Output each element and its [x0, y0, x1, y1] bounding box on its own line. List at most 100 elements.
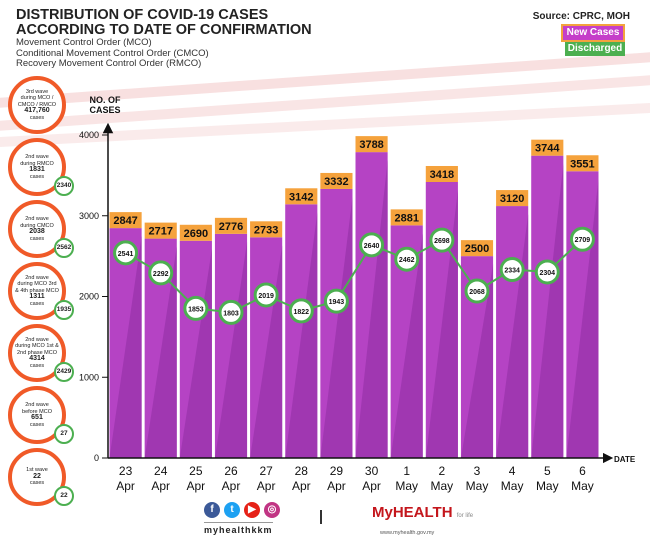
x-tick-label: Apr — [222, 479, 241, 493]
facebook-icon[interactable]: f — [204, 502, 220, 518]
wave-count: 2038 — [29, 228, 45, 235]
bar-value-label: 2690 — [184, 228, 208, 240]
source-label: Source: CPRC, MOH — [532, 11, 630, 22]
bar-value-label: 2847 — [113, 215, 137, 227]
x-tick-label: Apr — [187, 479, 206, 493]
wave-discharged-badge: 1935 — [54, 300, 74, 320]
wave-count: 22 — [33, 472, 41, 480]
x-tick-label: 29 — [330, 464, 344, 478]
x-tick-label: 26 — [224, 464, 238, 478]
wave-label: cases — [29, 421, 45, 428]
discharged-value-label: 1943 — [329, 299, 345, 306]
x-tick-label: Apr — [151, 479, 170, 493]
wave-label: CMCO / RMCO — [17, 101, 57, 108]
discharged-point — [113, 240, 139, 266]
bar-value-box — [425, 165, 458, 182]
bar-value-label: 2881 — [394, 212, 418, 224]
discharged-value-label: 2462 — [399, 257, 415, 264]
bar-value-box — [566, 155, 599, 172]
bar-shade — [425, 189, 458, 458]
x-tick-label: May — [466, 479, 489, 493]
bar-shade — [109, 236, 142, 458]
bar-shade — [390, 233, 423, 458]
x-tick-label: 24 — [154, 464, 168, 478]
instagram-icon[interactable]: ◎ — [264, 502, 280, 518]
wave-discharged-badge: 2429 — [54, 362, 74, 382]
discharged-value-label: 2334 — [504, 268, 520, 275]
y-tick-label: 2000 — [79, 292, 99, 302]
x-tick-label: Apr — [362, 479, 381, 493]
x-tick-label: 23 — [119, 464, 133, 478]
chart-title-line2: ACCORDING TO DATE OF CONFIRMATION — [16, 22, 312, 38]
x-tick-label: 30 — [365, 464, 379, 478]
discharged-value-label: 1822 — [293, 309, 309, 316]
bar-value-box — [109, 212, 142, 229]
wave-label: during MCO / — [20, 95, 54, 102]
bar-value-box — [460, 240, 494, 257]
bar-value-label: 2776 — [219, 221, 243, 233]
discharged-point — [569, 226, 595, 252]
wave-discharged-badge: 2340 — [54, 176, 74, 196]
discharged-value-label: 1853 — [188, 306, 204, 313]
wave-count: 651 — [31, 414, 43, 421]
x-tick-label: Apr — [327, 479, 346, 493]
discharged-value-label: 2068 — [469, 289, 485, 296]
bar-value-label: 2717 — [148, 226, 172, 238]
discharged-point — [148, 260, 174, 286]
bar-shade — [355, 160, 388, 458]
chart-title-line1: DISTRIBUTION OF COVID-19 CASES — [16, 7, 269, 23]
discharged-value-label: 1803 — [223, 310, 239, 317]
x-tick-label: Apr — [257, 479, 276, 493]
wave-label: 2nd wave — [25, 154, 49, 160]
bar-shade — [179, 248, 212, 458]
x-tick-label: May — [431, 479, 454, 493]
discharged-value-label: 2304 — [539, 270, 555, 277]
discharged-point — [253, 282, 279, 308]
wave-circle: 2nd wave during MCO 1st & 2nd phase MCO 431… — [8, 324, 66, 382]
bar-value-label: 3418 — [430, 169, 454, 181]
wave-label: cases — [29, 235, 45, 242]
bar-value-label: 3744 — [535, 143, 560, 155]
x-tick-label: 28 — [295, 464, 309, 478]
footer-divider — [320, 510, 322, 524]
chart-header: DISTRIBUTION OF COVID-19 CASES ACCORDING… — [16, 8, 312, 70]
x-tick-label: 25 — [189, 464, 203, 478]
x-tick-label: May — [536, 479, 559, 493]
wave-count: 417,760 — [24, 107, 50, 115]
wave-label: during CMCO — [20, 222, 54, 229]
discharged-point — [499, 257, 525, 283]
myhealth-logo: MyHEALTH for life — [372, 504, 473, 521]
bar-shade — [566, 179, 599, 458]
bar-value-box — [390, 209, 423, 226]
legend-new-cases: New Cases — [561, 24, 625, 42]
x-tick-label: 27 — [259, 464, 273, 478]
y-axis-label: NO. OF — [90, 95, 122, 105]
wave-label: cases — [29, 480, 45, 487]
bar-value-label: 3788 — [359, 139, 383, 151]
x-tick-label: Apr — [292, 479, 311, 493]
bar-value-box — [250, 221, 283, 238]
wave-label: & 4th phase MCO — [15, 287, 59, 294]
bar-value-label: 2500 — [465, 243, 489, 255]
wave-circle: 2nd wave during CMCO 2038 cases — [8, 200, 66, 258]
y-tick-label: 0 — [94, 453, 99, 463]
bar-value-label: 3332 — [324, 176, 348, 188]
twitter-icon[interactable]: t — [224, 502, 240, 518]
wave-count: 1311 — [29, 293, 45, 301]
legend-discharged: Discharged — [565, 42, 625, 56]
logo-text: MyHEALTH — [372, 504, 453, 521]
discharged-point — [183, 295, 209, 321]
youtube-icon[interactable]: ▶ — [244, 502, 260, 518]
x-tick-label: 2 — [439, 464, 446, 478]
bar-value-box — [496, 190, 529, 207]
wave-label: 2nd wave — [25, 216, 49, 222]
bar-value-box — [144, 222, 177, 239]
x-tick-label: Apr — [116, 479, 135, 493]
bar-shade — [531, 163, 564, 458]
bar-value-box — [531, 139, 564, 156]
y-tick-label: 1000 — [79, 372, 99, 382]
x-tick-label: 1 — [403, 464, 410, 478]
wave-label: cases — [29, 300, 45, 307]
x-tick-label: 3 — [474, 464, 481, 478]
social-icons: f t ▶ ◎ — [204, 502, 280, 518]
